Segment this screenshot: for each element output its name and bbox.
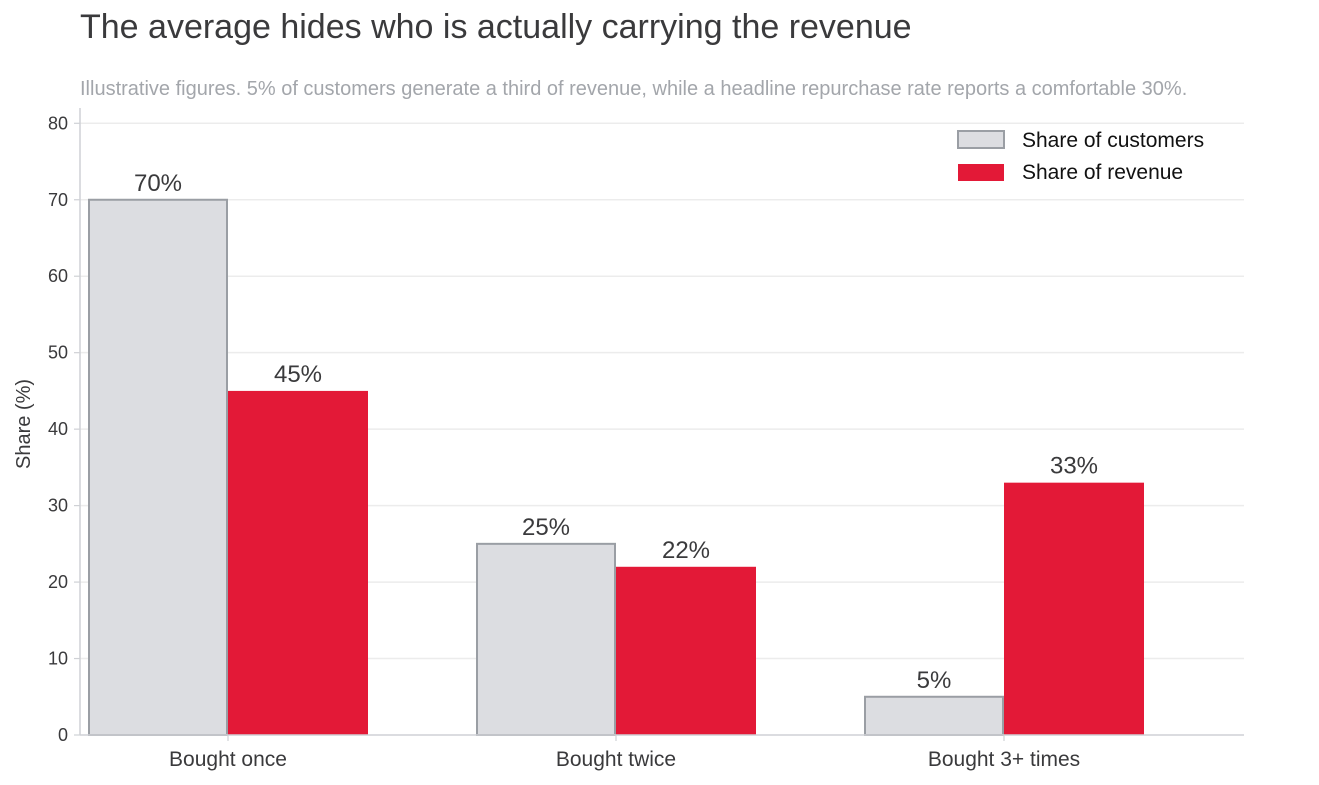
bars [88,198,1144,737]
legend-label-revenue: Share of revenue [1022,161,1183,184]
data-labels: 70% 45% 25% 22% 5% 33% [134,170,1098,694]
y-tick-label: 70 [48,190,68,210]
y-tick-label: 80 [48,113,68,133]
y-tick-label: 10 [48,649,68,669]
y-tick-label: 60 [48,266,68,286]
data-label-revenue: 33% [1050,453,1098,480]
bar-revenue [1004,482,1144,735]
y-axis-label: Share (%) [13,379,35,469]
chart-title: The average hides who is actually carryi… [80,8,912,46]
chart-subtitle: Illustrative figures. 5% of customers ge… [80,78,1188,100]
y-tick-label: 30 [48,496,68,516]
x-tick-label: Bought 3+ times [928,748,1080,771]
data-label-customers: 5% [917,667,952,694]
y-tick-label: 50 [48,343,68,363]
bar-revenue [616,566,756,735]
bar-customers [864,695,1004,737]
data-label-revenue: 22% [662,537,710,564]
data-label-revenue: 45% [274,361,322,388]
data-label-customers: 70% [134,170,182,197]
legend: Share of customers Share of revenue [957,129,1204,184]
legend-swatch-customers [957,130,1005,149]
bar-revenue [228,390,368,735]
x-tick-label: Bought once [169,748,287,771]
data-label-customers: 25% [522,514,570,541]
x-tick-label: Bought twice [556,748,676,771]
axes: 0 10 20 30 40 50 60 70 80 Bought once Bought twice… [48,108,1244,771]
bar-customers [88,198,228,736]
bar-customers [476,542,616,737]
y-tick-label: 40 [48,419,68,439]
y-tick-label: 0 [58,725,68,745]
legend-label-customers: Share of customers [1022,129,1204,152]
legend-swatch-revenue [958,164,1004,181]
y-tick-label: 20 [48,572,68,592]
